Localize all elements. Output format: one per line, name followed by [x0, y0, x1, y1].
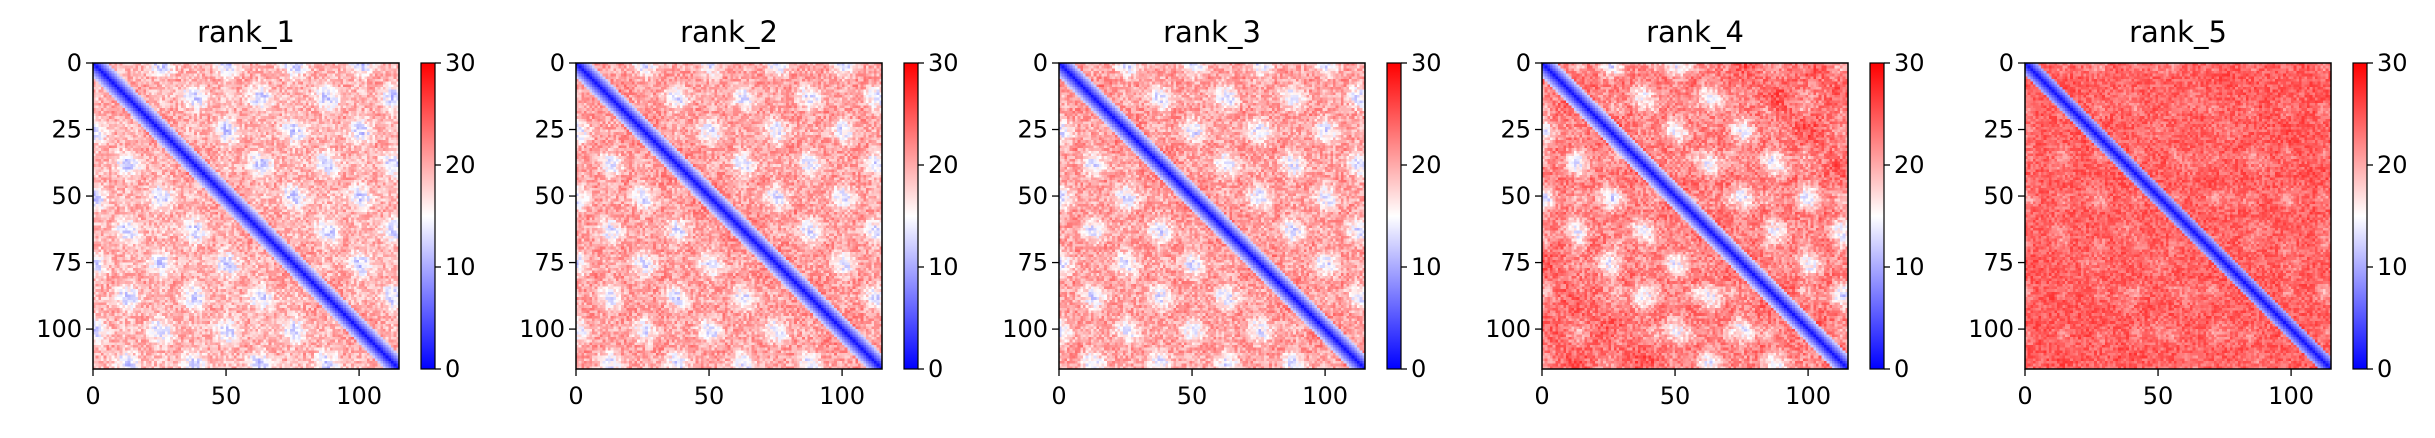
heatmap-image [93, 63, 399, 369]
heatmap-image [2025, 63, 2331, 369]
colorbar-tick-label: 30 [445, 49, 476, 77]
y-tick-label: 75 [534, 249, 565, 277]
colorbar-tick-label: 30 [1894, 49, 1925, 77]
x-tick-label: 50 [1660, 382, 1691, 410]
colorbar [2352, 62, 2368, 370]
heatmap-panel-2: rank_2 0 50 100 0 25 50 75 100 0 10 20 30 [519, 15, 958, 410]
colorbar-tick-label: 0 [1411, 355, 1426, 383]
y-tick-label: 25 [534, 116, 565, 144]
y-tick-label: 75 [1017, 249, 1048, 277]
colorbar-tick-label: 20 [1411, 151, 1442, 179]
colorbar-tick-label: 10 [445, 253, 476, 281]
panel-title: rank_4 [1646, 15, 1744, 49]
axes-frame [1541, 62, 1849, 370]
colorbar [1869, 62, 1885, 370]
y-tick-label: 50 [51, 182, 82, 210]
x-tick-label: 100 [2268, 382, 2314, 410]
heatmap-image [576, 63, 882, 369]
x-tick-label: 50 [2143, 382, 2174, 410]
axes-frame [2024, 62, 2332, 370]
x-tick-label: 0 [2017, 382, 2032, 410]
y-tick-label: 25 [51, 116, 82, 144]
y-tick-label: 75 [51, 249, 82, 277]
axes-frame [1058, 62, 1366, 370]
y-tick-label: 0 [1516, 49, 1531, 77]
panel-title: rank_5 [2129, 15, 2227, 49]
colorbar [420, 62, 436, 370]
axes-frame [92, 62, 400, 370]
colorbar-tick-label: 0 [445, 355, 460, 383]
x-tick-label: 100 [1785, 382, 1831, 410]
y-tick-label: 25 [1983, 116, 2014, 144]
colorbar-tick-label: 10 [928, 253, 959, 281]
colorbar-tick-label: 20 [1894, 151, 1925, 179]
y-tick-label: 100 [1485, 315, 1531, 343]
x-tick-label: 0 [568, 382, 583, 410]
x-tick-label: 0 [1534, 382, 1549, 410]
colorbar-tick-label: 20 [2377, 151, 2408, 179]
x-tick-label: 0 [1051, 382, 1066, 410]
heatmap-panel-4: rank_4 0 50 100 0 25 50 75 100 0 10 20 30 [1485, 15, 1924, 410]
colorbar-tick-label: 0 [2377, 355, 2392, 383]
y-tick-label: 75 [1983, 249, 2014, 277]
colorbar-tick-label: 0 [1894, 355, 1909, 383]
axes-frame [575, 62, 883, 370]
colorbar-tick-label: 30 [1411, 49, 1442, 77]
y-tick-label: 0 [1033, 49, 1048, 77]
y-tick-label: 75 [1500, 249, 1531, 277]
panel-title: rank_1 [197, 15, 295, 49]
heatmap-image [1542, 63, 1848, 369]
x-tick-label: 0 [85, 382, 100, 410]
x-tick-label: 100 [336, 382, 382, 410]
heatmap-panel-3: rank_3 0 50 100 0 25 50 75 100 0 10 20 30 [1002, 15, 1441, 410]
y-tick-label: 100 [519, 315, 565, 343]
panel-title: rank_3 [1163, 15, 1261, 49]
colorbar-tick-label: 20 [928, 151, 959, 179]
y-tick-label: 25 [1017, 116, 1048, 144]
y-tick-label: 25 [1500, 116, 1531, 144]
colorbar-tick-label: 10 [2377, 253, 2408, 281]
y-tick-label: 50 [1983, 182, 2014, 210]
x-tick-label: 50 [211, 382, 242, 410]
y-tick-label: 100 [1002, 315, 1048, 343]
colorbar-tick-label: 10 [1894, 253, 1925, 281]
y-tick-label: 50 [1017, 182, 1048, 210]
colorbar-tick-label: 10 [1411, 253, 1442, 281]
x-tick-label: 50 [1177, 382, 1208, 410]
y-tick-label: 100 [36, 315, 82, 343]
heatmap-panel-1: rank_1 0 50 100 0 25 50 75 100 0 10 20 30 [36, 15, 475, 410]
y-tick-label: 100 [1968, 315, 2014, 343]
colorbar-tick-label: 20 [445, 151, 476, 179]
heatmap-panel-5: rank_5 0 50 100 0 25 50 75 100 0 10 20 30 [1968, 15, 2407, 410]
colorbar-tick-label: 30 [928, 49, 959, 77]
heatmap-image [1059, 63, 1365, 369]
y-tick-label: 0 [550, 49, 565, 77]
y-tick-label: 0 [1999, 49, 2014, 77]
y-tick-label: 50 [534, 182, 565, 210]
panel-title: rank_2 [680, 15, 778, 49]
y-tick-label: 50 [1500, 182, 1531, 210]
x-tick-label: 100 [1302, 382, 1348, 410]
colorbar [903, 62, 919, 370]
colorbar-tick-label: 0 [928, 355, 943, 383]
y-tick-label: 0 [67, 49, 82, 77]
colorbar-tick-label: 30 [2377, 49, 2408, 77]
x-tick-label: 50 [694, 382, 725, 410]
colorbar [1386, 62, 1402, 370]
x-tick-label: 100 [819, 382, 865, 410]
